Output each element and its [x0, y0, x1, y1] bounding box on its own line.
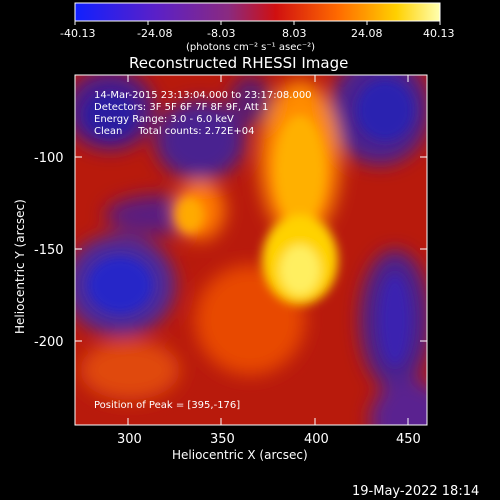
y-tick-label: -100 [34, 151, 64, 166]
x-tick-label: 450 [396, 432, 421, 447]
info-detectors: Detectors: 3F 5F 6F 7F 8F 9F, Att 1 [94, 102, 268, 113]
info-clean: Clean Total counts: 2.72E+04 [94, 126, 254, 137]
colorbar-units: (photons cm⁻² s⁻¹ asec⁻²) [186, 42, 315, 53]
info-time: 14-Mar-2015 23:13:04.000 to 23:17:08.000 [94, 90, 312, 101]
colorbar-tick-label: -24.08 [137, 27, 172, 40]
y-tick-label: -150 [34, 243, 64, 258]
colorbar-tick-label: 24.08 [351, 27, 383, 40]
x-tick-label: 350 [210, 432, 235, 447]
info-energy: Energy Range: 3.0 - 6.0 keV [94, 114, 234, 125]
axis-ticks [75, 75, 427, 425]
colorbar-tick-label: -8.03 [207, 27, 235, 40]
x-tick-label: 400 [304, 432, 329, 447]
colorbar-tick-label: -40.13 [60, 27, 95, 40]
colorbar-ticks [74, 21, 441, 25]
colorbar-tick-label: 40.13 [423, 27, 455, 40]
peak-position: Position of Peak = [395,-176] [94, 400, 240, 411]
x-tick-label: 300 [117, 432, 142, 447]
y-axis-label: Heliocentric Y (arcsec) [13, 199, 27, 334]
image-title: Reconstructed RHESSI Image [129, 54, 348, 72]
colorbar [75, 3, 440, 21]
x-axis-label: Heliocentric X (arcsec) [172, 448, 308, 462]
solar-image [75, 75, 427, 425]
footer-date: 19-May-2022 18:14 [352, 484, 479, 499]
plot-frame [74, 74, 428, 426]
colorbar-tick-label: 8.03 [282, 27, 307, 40]
y-tick-label: -200 [34, 335, 64, 350]
